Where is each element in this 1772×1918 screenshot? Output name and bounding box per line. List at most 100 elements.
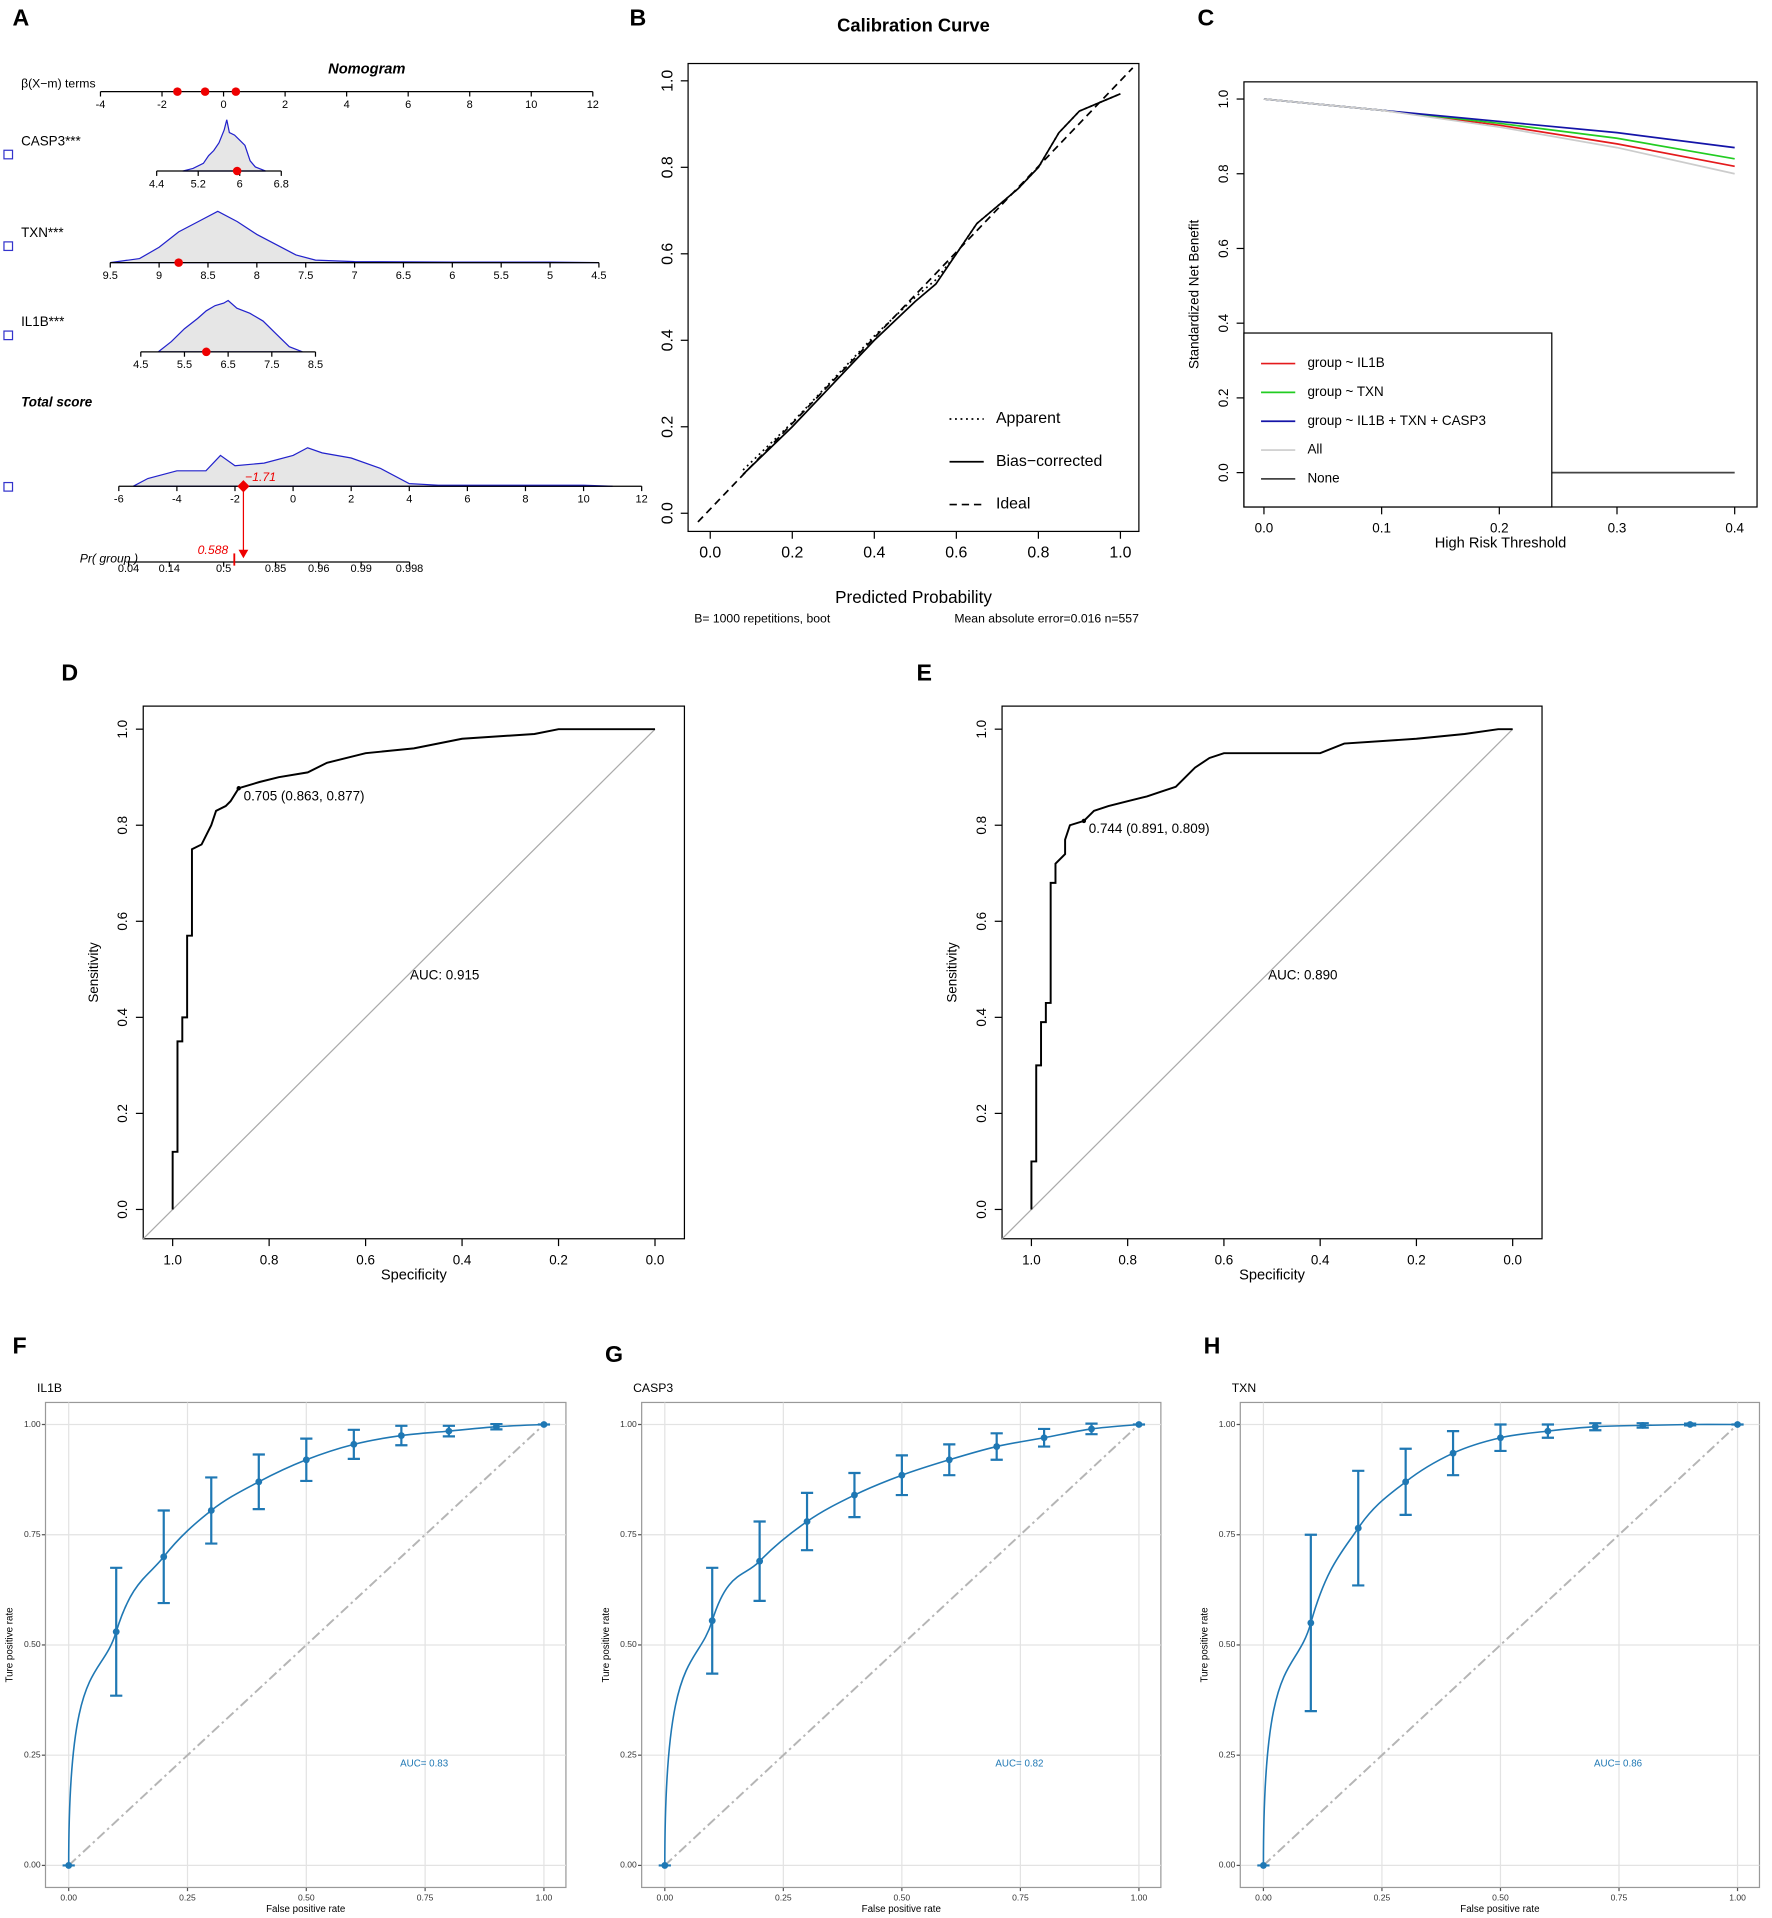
variable-tick-label: 8.5 [308,359,323,371]
panel-letter: G [605,1341,623,1367]
x-tick-label: 0.2 [781,545,803,562]
y-tick-label: 1.0 [115,720,130,739]
y-tick-label: 0.00 [1219,1860,1236,1870]
total-tick-label: -4 [172,494,182,506]
roc-point [993,1443,1001,1450]
y-tick-label: 0.25 [1219,1749,1236,1759]
y-tick-label: 1.0 [974,720,989,739]
x-axis-label: False positive rate [266,1904,345,1915]
roc-point [1402,1478,1410,1486]
probability-tick-label: 0.85 [265,563,286,575]
plot-frame [1001,705,1543,1240]
y-tick-label: 0.2 [1216,389,1231,408]
row-box [3,241,14,252]
variable-tick-label: 9 [156,270,162,282]
chart-title: TXN [1232,1381,1256,1395]
roc-point [1639,1421,1647,1429]
legend-label: group ~ IL1B + TXN + CASP3 [1307,413,1485,428]
variable-tick-label: 4.5 [133,359,148,371]
row-box [3,149,14,160]
x-tick-label: 0.8 [1027,545,1049,562]
panel-letter: D [61,659,78,685]
x-tick-label: 1.00 [1729,1893,1746,1903]
variable-tick-label: 7.5 [264,359,279,371]
y-tick-label: 1.00 [620,1419,637,1429]
x-tick-label: 0.00 [656,1893,673,1903]
x-tick-label: 0.0 [1503,1252,1522,1267]
beta-tick-label: 2 [282,99,288,111]
probability-label: Pr( group ) [80,552,138,566]
y-tick-label: 0.8 [660,156,677,178]
roc-point [898,1471,906,1479]
legend-label: Bias−corrected [996,453,1102,470]
x-axis-label: False positive rate [862,1904,941,1915]
y-tick-label: 1.0 [1216,90,1231,109]
y-tick-label: 1.00 [24,1419,41,1429]
x-tick-label: 0.00 [60,1893,77,1903]
series-line [742,93,1121,471]
x-tick-label: 0.0 [699,545,721,562]
y-axis-label: Ture positive rate [1199,1607,1210,1682]
roc-point [1088,1425,1095,1433]
density [182,119,266,172]
x-tick-label: 0.4 [1311,1252,1330,1267]
roc-point [540,1421,548,1428]
legend-label: group ~ IL1B [1307,355,1384,370]
roc-point [1354,1524,1362,1532]
panel-letter: H [1204,1333,1221,1359]
roc-point [1259,1861,1267,1869]
beta-tick-label: -2 [157,99,167,111]
x-tick-label: 0.50 [894,1893,911,1903]
x-tick-label: 0.25 [1374,1893,1391,1903]
roc-point [492,1423,500,1431]
variable-tick-label: 5.2 [191,178,206,190]
roc-point [207,1507,215,1514]
y-tick-label: 0.50 [620,1639,637,1649]
x-tick-label: 0.00 [1255,1893,1272,1903]
probability-tick-label: 0.04 [118,563,139,575]
x-tick-label: 0.75 [1611,1893,1628,1903]
variable-point [202,347,211,357]
roc-curve [171,728,656,1210]
roc-point [708,1617,716,1625]
x-axis-label: False positive rate [1460,1904,1539,1915]
roc-point [1544,1427,1552,1435]
total-label: Total score [21,395,93,410]
roc-point [160,1553,168,1561]
beta-point [231,87,241,96]
x-tick-label: 0.8 [1118,1252,1137,1267]
x-axis-label: Specificity [381,1267,448,1283]
y-tick-label: 0.6 [974,912,989,931]
beta-tick-label: 6 [405,99,411,111]
x-tick-label: 0.0 [1255,521,1274,536]
y-tick-label: 0.75 [24,1529,41,1539]
reference-line [142,728,656,1240]
x-tick-label: 0.50 [1492,1893,1509,1903]
variable-tick-label: 4.4 [149,178,164,190]
note: Mean absolute error=0.016 n=557 [954,612,1139,626]
y-tick-label: 0.2 [974,1104,989,1123]
roc-point [445,1427,453,1435]
x-tick-label: 0.1 [1372,521,1391,536]
x-tick-label: 0.75 [1012,1893,1029,1903]
variable-name: CASP3*** [21,133,81,148]
y-tick-label: 0.25 [24,1749,41,1759]
beta-tick-label: 10 [525,99,537,111]
legend-label: Ideal [996,496,1030,513]
density [133,447,613,487]
best-point [236,786,241,791]
x-tick-label: 0.50 [298,1893,315,1903]
x-tick-label: 0.2 [549,1252,568,1267]
roc-point [945,1456,953,1464]
y-tick-label: 0.75 [620,1529,637,1539]
variable-tick-label: 6.8 [274,178,289,190]
roc-curve [1030,728,1513,1210]
total-tick-label: 10 [577,494,589,506]
y-tick-label: 0.0 [115,1200,130,1219]
x-axis-label: Specificity [1239,1267,1306,1283]
note: B= 1000 repetitions, boot [694,612,831,626]
chart-title: Calibration Curve [837,15,990,36]
roc-point [255,1478,263,1486]
x-tick-label: 0.25 [179,1893,196,1903]
